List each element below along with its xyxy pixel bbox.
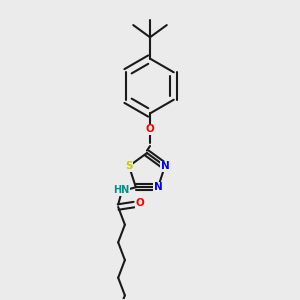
Text: O: O [135, 198, 144, 208]
Text: O: O [146, 124, 154, 134]
Text: N: N [154, 182, 162, 192]
Text: N: N [160, 161, 169, 171]
Text: S: S [125, 161, 133, 171]
Text: HN: HN [113, 185, 129, 195]
